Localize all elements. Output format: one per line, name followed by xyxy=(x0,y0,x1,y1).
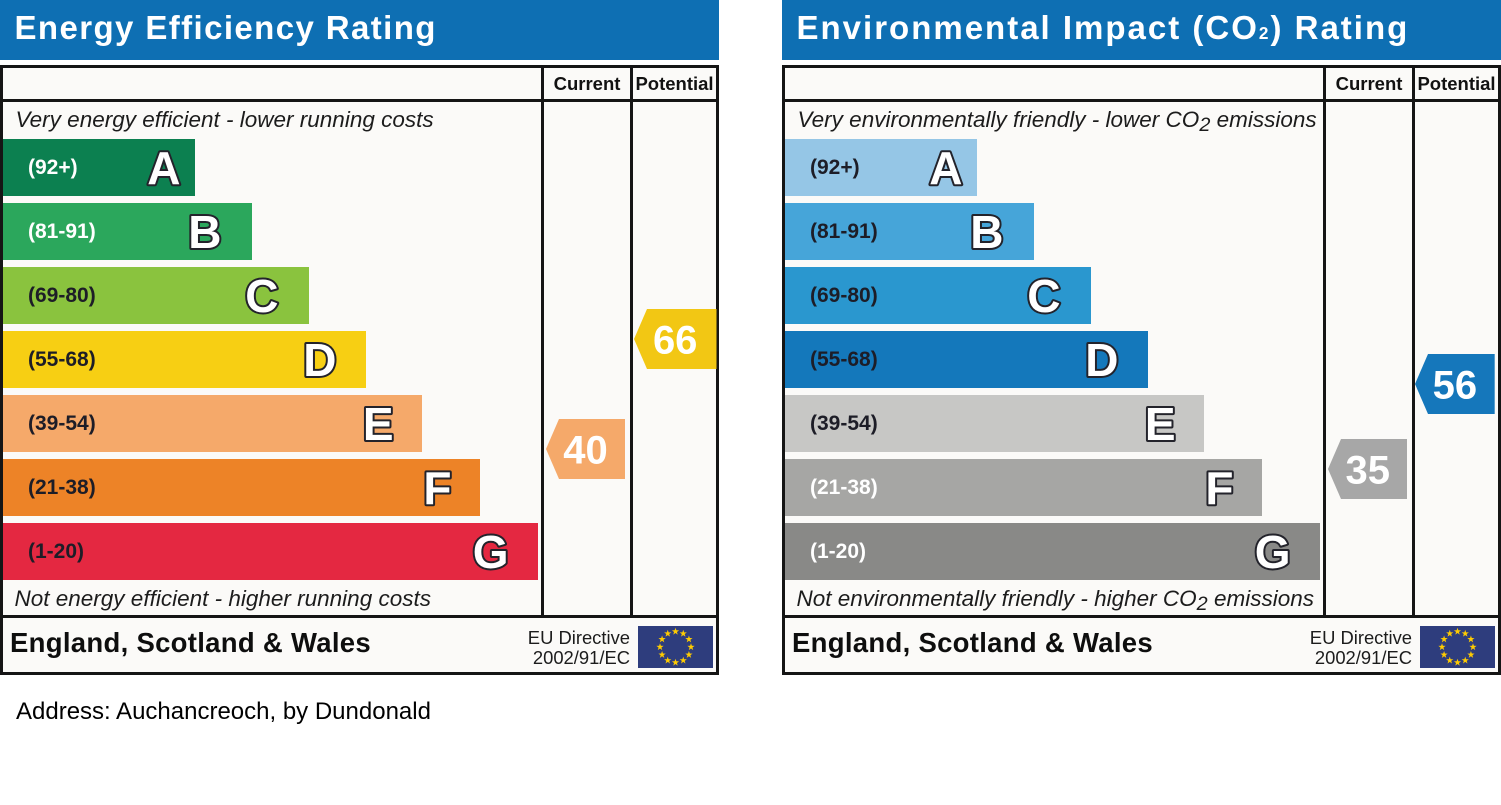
svg-text:F: F xyxy=(423,462,451,514)
svg-text:C: C xyxy=(1027,270,1060,322)
svg-text:F: F xyxy=(1205,462,1233,514)
svg-text:D: D xyxy=(303,334,336,386)
svg-text:D: D xyxy=(1085,334,1118,386)
svg-text:B: B xyxy=(970,206,1003,258)
svg-text:G: G xyxy=(473,526,509,578)
svg-text:A: A xyxy=(929,142,962,194)
svg-text:35: 35 xyxy=(1345,449,1390,493)
svg-text:G: G xyxy=(1255,526,1291,578)
svg-text:C: C xyxy=(245,270,278,322)
svg-text:40: 40 xyxy=(563,428,608,472)
svg-text:E: E xyxy=(1145,398,1176,450)
svg-text:56: 56 xyxy=(1433,363,1478,407)
svg-text:B: B xyxy=(188,206,221,258)
svg-text:A: A xyxy=(147,142,180,194)
svg-text:66: 66 xyxy=(653,319,698,363)
svg-text:E: E xyxy=(363,398,394,450)
